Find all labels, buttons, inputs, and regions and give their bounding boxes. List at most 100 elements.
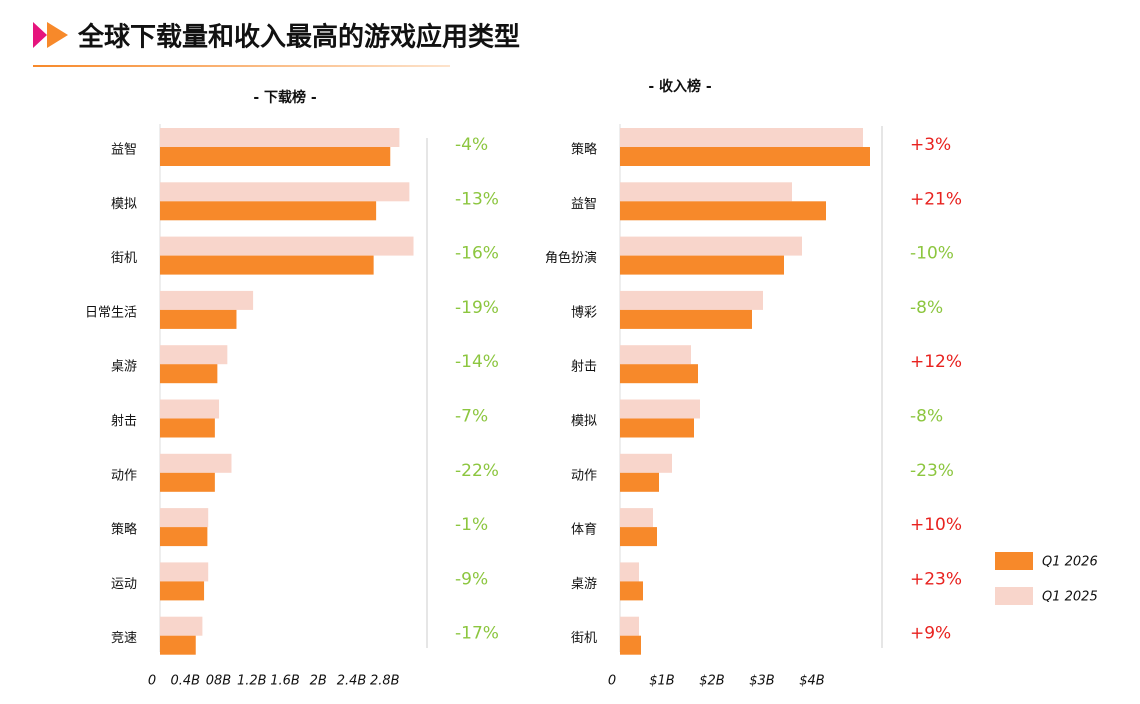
change-label: +21%: [910, 189, 962, 209]
bar: [160, 527, 208, 547]
bar: [620, 399, 700, 419]
bar: [620, 255, 784, 275]
change-label: -17%: [455, 624, 499, 644]
bar: [620, 527, 657, 547]
x-tick-label: $1B: [649, 674, 675, 689]
page-title: 全球下载量和收入最高的游戏应用类型: [77, 22, 520, 53]
x-tick-label: 2.4B: [337, 674, 367, 689]
bar: [620, 147, 870, 166]
change-label: -8%: [910, 407, 943, 427]
category-label: 博彩: [571, 305, 597, 320]
icon: [47, 22, 68, 48]
change-label: -14%: [455, 352, 499, 372]
category-label: 街机: [111, 251, 137, 266]
bar: [620, 128, 863, 147]
bar: [160, 182, 410, 202]
x-tick-label: $3B: [749, 674, 775, 689]
bar: [160, 616, 203, 636]
change-label: -16%: [455, 244, 499, 264]
bar: [620, 581, 643, 601]
bar: [620, 290, 763, 310]
x-tick-label: 1.2B: [237, 674, 267, 689]
bar: [620, 418, 694, 438]
bar: [160, 255, 374, 275]
category-label: 街机: [571, 631, 597, 646]
chart-title: - 收入榜 -: [648, 78, 712, 95]
bar: [160, 201, 377, 221]
change-label: -7%: [455, 407, 488, 427]
change-label: -13%: [455, 189, 499, 209]
x-tick-label: $4B: [799, 674, 825, 689]
legend-swatch: [995, 552, 1033, 570]
title-underline: [33, 65, 450, 67]
category-label: 策略: [571, 142, 597, 158]
change-label: -10%: [910, 244, 954, 264]
category-label: 日常生活: [85, 305, 137, 320]
bar: [620, 201, 826, 221]
bar: [620, 508, 653, 528]
change-label: +12%: [910, 352, 962, 372]
change-label: -9%: [455, 569, 488, 589]
bar: [620, 364, 698, 384]
category-label: 模拟: [111, 197, 137, 212]
bar: [160, 345, 228, 365]
change-label: +10%: [910, 515, 962, 535]
category-label: 体育: [571, 522, 597, 538]
change-label: -4%: [455, 135, 488, 155]
chart-title: - 下载榜 -: [253, 89, 317, 106]
category-label: 模拟: [571, 414, 597, 429]
bar: [160, 236, 414, 256]
bar: [160, 581, 205, 601]
change-label: -22%: [455, 461, 499, 481]
bar: [160, 562, 209, 582]
x-tick-label: 0: [608, 674, 616, 689]
bar: [160, 147, 391, 166]
category-label: 射击: [111, 413, 137, 429]
bar: [160, 508, 209, 528]
change-label: +3%: [910, 135, 951, 155]
category-label: 运动: [111, 577, 137, 592]
change-label: -1%: [455, 515, 488, 535]
bar: [620, 345, 691, 365]
bar: [160, 418, 215, 438]
category-label: 桌游: [111, 360, 137, 375]
x-tick-label: $2B: [699, 674, 725, 689]
change-label: -8%: [910, 298, 943, 318]
bar: [160, 128, 400, 147]
bar: [620, 236, 802, 256]
bar: [620, 472, 659, 492]
change-label: -23%: [910, 461, 954, 481]
change-label: -19%: [455, 298, 499, 318]
bar: [160, 472, 215, 492]
bar: [620, 182, 792, 202]
bar: [620, 453, 672, 473]
bar: [160, 453, 232, 473]
x-tick-label: 0.4B: [170, 674, 200, 689]
category-label: 射击: [571, 359, 597, 375]
bar: [160, 399, 220, 419]
legend-label: Q1 2026: [1042, 555, 1098, 570]
change-label: +9%: [910, 624, 951, 644]
x-tick-label: 0: [148, 674, 156, 689]
bar: [620, 635, 641, 655]
bar: [160, 364, 218, 384]
bar: [620, 616, 639, 636]
category-label: 动作: [571, 468, 597, 483]
category-label: 桌游: [571, 577, 597, 592]
category-label: 竞速: [111, 630, 137, 646]
bar: [160, 309, 237, 329]
bar: [620, 562, 639, 582]
bar: [160, 635, 196, 655]
category-label: 动作: [111, 468, 137, 483]
category-label: 益智: [111, 143, 137, 158]
x-tick-label: 1.6B: [270, 674, 300, 689]
icon: [33, 22, 47, 48]
x-tick-label: 2.8B: [370, 674, 400, 689]
change-label: +23%: [910, 569, 962, 589]
bar: [620, 309, 752, 329]
bar: [160, 290, 254, 310]
legend-label: Q1 2025: [1042, 590, 1098, 605]
category-label: 角色扮演: [545, 250, 597, 266]
x-tick-label: 2B: [310, 674, 327, 689]
